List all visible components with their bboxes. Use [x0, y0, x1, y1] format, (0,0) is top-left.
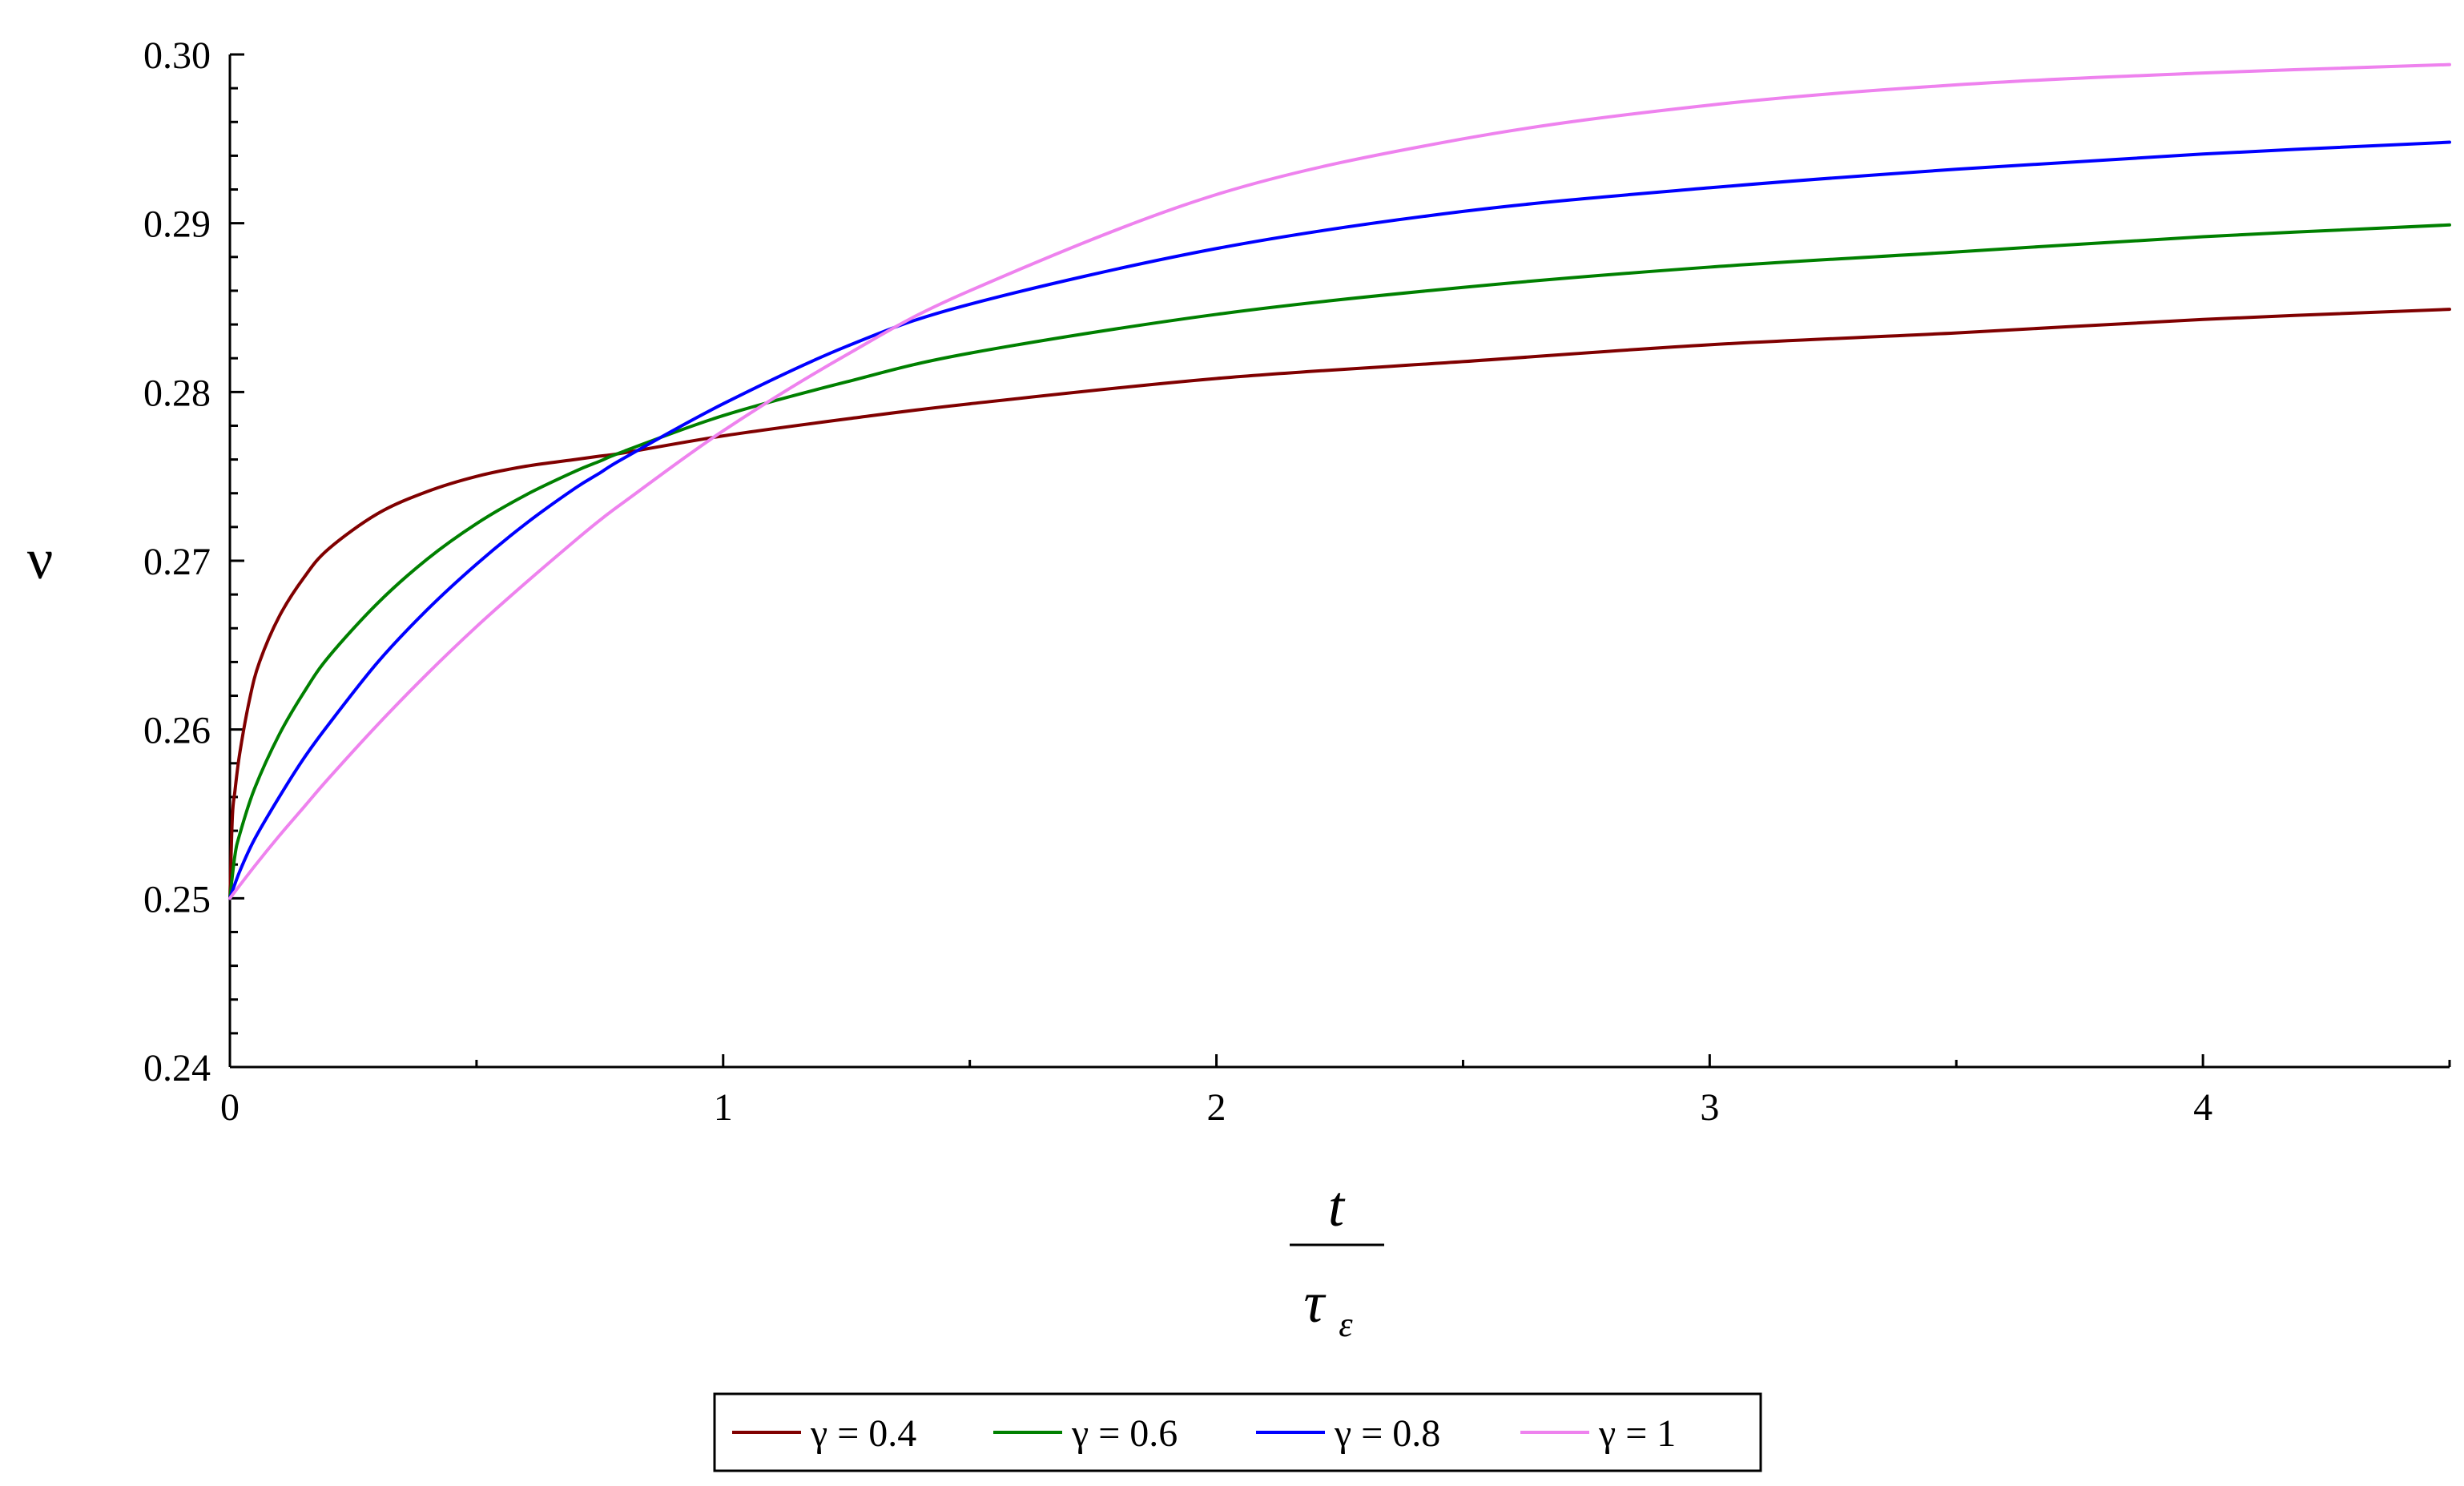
y-tick-label: 0.29 [143, 203, 211, 246]
x-tick-label: 4 [2193, 1086, 2212, 1129]
y-axis-label: ν [27, 527, 54, 591]
axes [228, 54, 2450, 1069]
x-tick-label: 0 [220, 1086, 240, 1129]
legend-label: γ = 1 [1598, 1412, 1676, 1455]
series-line-2 [228, 223, 2451, 900]
y-tick-label: 0.25 [143, 878, 211, 920]
y-tick-label: 0.27 [143, 541, 211, 583]
series-line-1 [228, 308, 2451, 900]
x-tick-label: 2 [1207, 1086, 1226, 1129]
y-tick-label: 0.24 [143, 1047, 211, 1089]
legend-label: γ = 0.4 [810, 1412, 916, 1455]
series-group [228, 62, 2451, 900]
x-axis-label-subscript: ε [1339, 1305, 1353, 1344]
legend-box [713, 1392, 1762, 1472]
series-line-3 [228, 140, 2451, 900]
y-ticks: 0.24 0.25 0.26 0.27 0.28 0.29 0.30 [143, 34, 244, 1089]
x-tick-label: 1 [714, 1086, 733, 1129]
x-tick-label: 3 [1700, 1086, 1719, 1129]
x-axis-label-denominator: τ ε [1303, 1271, 1353, 1344]
legend-label: γ = 0.6 [1071, 1412, 1178, 1455]
legend: γ = 0.4 γ = 0.6 γ = 0.8 γ = 1 [713, 1392, 1762, 1472]
legend-label: γ = 0.8 [1334, 1412, 1440, 1455]
series-line-4 [228, 62, 2451, 900]
x-ticks: 0 1 2 3 4 [220, 1054, 2451, 1129]
x-axis-label: t τ ε [1290, 1174, 1384, 1344]
y-tick-label: 0.28 [143, 372, 211, 414]
x-axis-label-tau: τ [1303, 1271, 1326, 1335]
y-tick-label: 0.26 [143, 710, 211, 752]
y-tick-label: 0.30 [143, 34, 211, 77]
x-axis-label-numerator: t [1328, 1174, 1346, 1238]
